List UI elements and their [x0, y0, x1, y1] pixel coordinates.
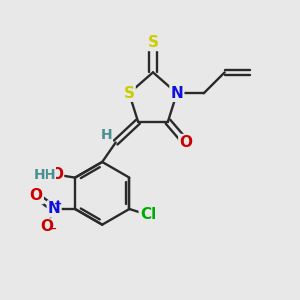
- Text: S: S: [148, 35, 158, 50]
- Text: O: O: [40, 219, 53, 234]
- Text: S: S: [124, 86, 135, 101]
- Text: O: O: [50, 167, 63, 182]
- Text: +: +: [54, 199, 62, 208]
- Text: H: H: [34, 168, 45, 182]
- Text: Cl: Cl: [140, 207, 156, 222]
- Text: H: H: [43, 168, 55, 182]
- Text: O: O: [30, 188, 43, 203]
- Text: N: N: [48, 202, 61, 217]
- Text: −: −: [47, 224, 57, 234]
- Text: O: O: [179, 135, 192, 150]
- Text: H: H: [100, 128, 112, 142]
- Text: N: N: [170, 86, 183, 101]
